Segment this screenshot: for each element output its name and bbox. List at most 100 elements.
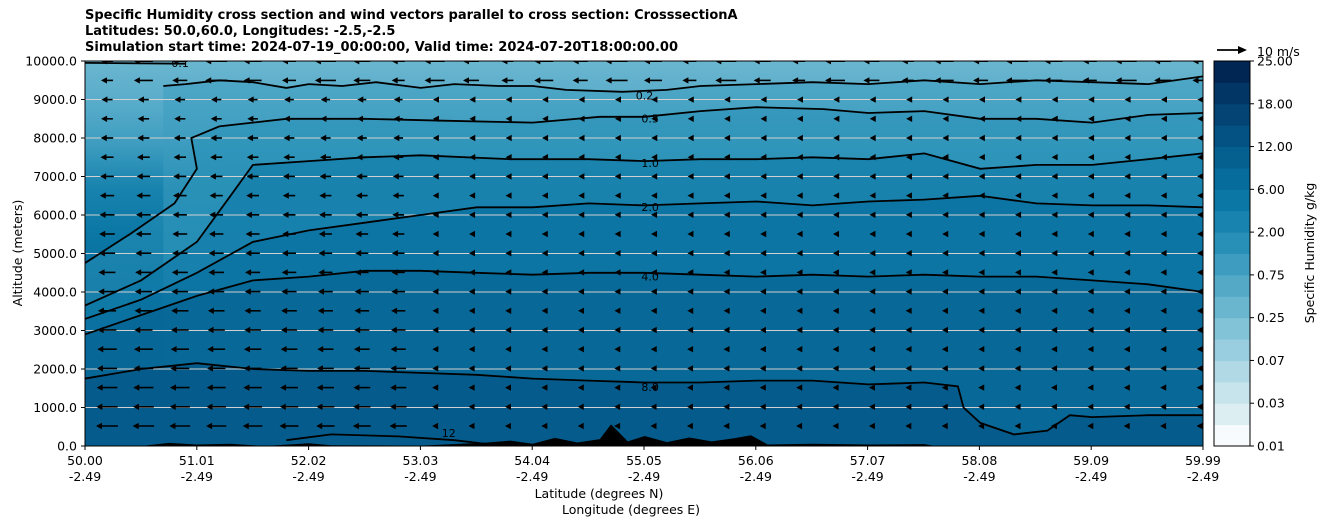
wind-vector — [280, 384, 298, 391]
colorbar-segment — [1214, 253, 1250, 276]
wind-vector — [169, 422, 191, 430]
colorbar-segment — [1214, 296, 1250, 319]
wind-vector — [354, 307, 370, 314]
wind-vector — [578, 250, 585, 257]
contour-label-12: 12 — [442, 427, 456, 440]
colorbar-tick-label: 0.75 — [1257, 267, 1285, 282]
wind-vector — [173, 134, 186, 142]
wind-vector — [905, 365, 912, 372]
wind-vector — [796, 326, 803, 334]
contour-label-0.2: 0.2 — [636, 90, 654, 103]
wind-vector — [905, 230, 912, 238]
colorbar-segment — [1214, 381, 1250, 404]
contour-line-12 — [286, 433, 489, 445]
wind-vector — [541, 346, 548, 353]
wind-vector — [869, 115, 876, 122]
wind-vector — [1124, 192, 1131, 199]
wind-vector — [978, 346, 985, 353]
wind-vector — [1160, 403, 1167, 410]
wind-vector — [905, 403, 912, 410]
wind-vector — [96, 403, 118, 410]
wind-vector — [389, 403, 407, 410]
wind-vector — [133, 346, 153, 353]
wind-vector — [505, 173, 512, 180]
wind-vector — [505, 192, 512, 199]
wind-vector — [1123, 346, 1130, 353]
wind-vector — [244, 326, 261, 334]
wind-vector — [796, 403, 803, 410]
wind-vector — [135, 269, 152, 276]
wind-vector — [432, 96, 439, 103]
wind-vector — [796, 134, 803, 142]
colorbar-segment — [1214, 339, 1250, 361]
wind-vector — [651, 154, 658, 161]
wind-vector — [1124, 269, 1131, 276]
wind-vector — [1087, 269, 1094, 276]
wind-vector — [1051, 346, 1058, 353]
wind-vector — [174, 96, 186, 103]
wind-vector — [541, 365, 548, 372]
wind-vector — [687, 250, 694, 257]
y-tick-label: 7000.0 — [33, 169, 77, 184]
wind-vector — [796, 307, 803, 314]
wind-vector — [468, 403, 475, 410]
wind-vector — [868, 422, 875, 430]
wind-vector — [242, 422, 263, 430]
wind-vector — [1124, 307, 1131, 314]
wind-vector — [650, 326, 657, 334]
wind-vector — [723, 307, 730, 314]
wind-vector — [136, 173, 151, 180]
wind-vector — [101, 96, 113, 103]
title-line-2: Latitudes: 50.0,60.0, Longitudes: -2.5,-… — [85, 24, 396, 39]
wind-vector — [1196, 346, 1203, 353]
wind-vector — [432, 307, 439, 314]
wind-vector — [650, 403, 657, 410]
wind-vector — [463, 77, 479, 84]
wind-vector — [905, 269, 912, 276]
y-tick-label: 2000.0 — [33, 362, 77, 377]
wind-vector — [244, 288, 261, 295]
wind-vector — [759, 326, 766, 334]
wind-vector — [391, 77, 405, 84]
wind-vector — [614, 422, 621, 430]
wind-vector — [1051, 96, 1058, 103]
wind-vector — [833, 96, 840, 103]
wind-vector — [978, 384, 985, 391]
wind-vector — [505, 307, 512, 314]
wind-vector — [136, 192, 151, 199]
wind-vector — [316, 384, 335, 391]
wind-vector — [942, 173, 949, 180]
wind-vector — [1160, 307, 1167, 314]
wind-vector — [317, 346, 334, 353]
wind-vector — [98, 269, 116, 276]
wind-vector — [651, 230, 658, 238]
colorbar-segment — [1214, 232, 1250, 254]
wind-vector — [134, 307, 153, 314]
wind-vector — [578, 211, 585, 218]
wind-vector — [505, 134, 512, 142]
wind-vector — [760, 173, 767, 180]
colorbar-segment — [1214, 125, 1250, 148]
wind-vector — [207, 326, 225, 334]
wind-vector — [1051, 326, 1058, 334]
wind-vector — [1124, 173, 1131, 180]
wind-vector — [832, 269, 839, 276]
wind-vector — [283, 173, 295, 180]
y-tick-label: 6000.0 — [33, 208, 77, 223]
wind-vector — [686, 403, 693, 410]
wind-vector — [796, 115, 803, 122]
wind-vector — [468, 307, 475, 314]
wind-vector — [393, 96, 403, 103]
wind-vector — [1160, 346, 1167, 353]
wind-vector — [759, 346, 766, 353]
wind-vector — [723, 173, 730, 180]
wind-vector — [534, 77, 554, 84]
wind-vector — [1123, 326, 1130, 334]
wind-vector — [759, 403, 766, 410]
title-line-1: Specific Humidity cross section and wind… — [85, 8, 738, 23]
title-line-3: Simulation start time: 2024-07-19_00:00:… — [85, 40, 678, 55]
colorbar-segment — [1214, 61, 1250, 83]
x-tick-label-lon: -2.49 — [740, 469, 772, 484]
wind-vector — [869, 192, 876, 199]
wind-vector — [469, 115, 476, 122]
